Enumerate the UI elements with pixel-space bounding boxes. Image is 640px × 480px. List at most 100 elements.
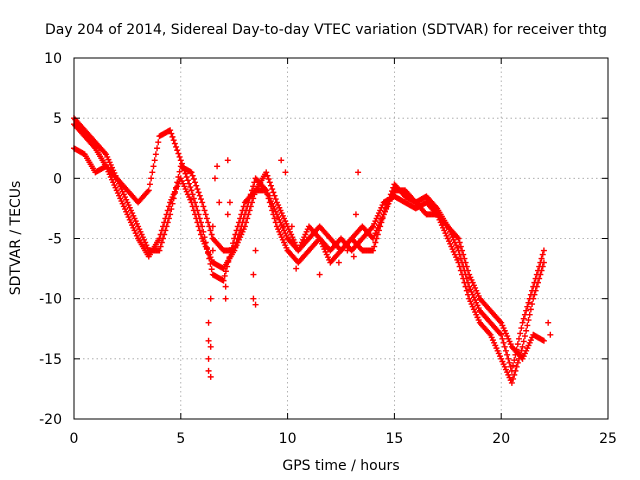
data-point-interp: [462, 283, 469, 290]
data-point-interp: [524, 322, 531, 329]
data-point-interp: [464, 267, 471, 274]
data-point-interp: [170, 137, 177, 144]
data-point: [519, 319, 526, 326]
data-point: [205, 319, 212, 326]
x-axis-label: GPS time / hours: [282, 458, 399, 474]
data-point: [226, 199, 233, 206]
data-point-interp: [150, 163, 157, 170]
data-point-interp: [521, 333, 528, 340]
data-point-interp: [385, 198, 392, 205]
data-point-interp: [379, 215, 386, 222]
data-point-interp: [164, 207, 171, 214]
y-tick-label: -20: [39, 412, 62, 428]
data-point-interp: [190, 176, 197, 183]
data-point-interp: [464, 291, 471, 298]
y-axis-label: SDTVAR / TECUs: [8, 181, 24, 296]
data-point-interp: [158, 227, 165, 234]
data-point-interp: [267, 182, 274, 189]
data-point-interp: [272, 219, 279, 226]
data-point-interp: [523, 307, 530, 314]
data-point: [540, 247, 547, 254]
data-point: [455, 259, 462, 266]
data-point-interp: [157, 243, 164, 250]
data-point-interp: [387, 191, 394, 198]
data-point-interp: [192, 179, 199, 186]
data-point: [226, 247, 233, 254]
data-point: [156, 247, 163, 254]
data-point-interp: [206, 255, 213, 262]
data-point-interp: [189, 191, 196, 198]
data-point-interp: [152, 151, 159, 158]
data-point-interp: [511, 371, 518, 378]
data-point-interp: [173, 143, 180, 150]
data-point-interp: [149, 169, 156, 176]
data-point-interp: [381, 208, 388, 215]
data-point-interp: [196, 192, 203, 199]
data-point-interp: [526, 311, 533, 318]
data-point: [282, 169, 289, 176]
data-point-interp: [504, 351, 511, 358]
data-point-interp: [269, 186, 276, 193]
data-point-interp: [539, 263, 546, 270]
y-tick-label: 10: [44, 51, 62, 67]
data-point: [167, 127, 174, 134]
data-point: [188, 187, 195, 194]
data-point: [231, 235, 238, 242]
data-point-interp: [460, 275, 467, 282]
data-point-interp: [195, 211, 202, 218]
data-point-interp: [459, 271, 466, 278]
data-point-interp: [272, 196, 279, 203]
data-point-interp: [264, 191, 271, 198]
data-point-interp: [536, 275, 543, 282]
data-point-interp: [186, 180, 193, 187]
data-point-interp: [514, 359, 521, 366]
data-point-interp: [182, 170, 189, 177]
data-point-interp: [502, 347, 509, 354]
data-point-interp: [264, 172, 271, 179]
x-tick-label: 0: [70, 431, 79, 447]
data-point-interp: [378, 219, 385, 226]
data-point: [355, 169, 362, 176]
data-point: [508, 379, 515, 386]
data-point-interp: [250, 183, 257, 190]
data-point-interp: [266, 179, 273, 186]
data-point: [316, 271, 323, 278]
data-point: [455, 235, 462, 242]
data-point-interp: [201, 207, 208, 214]
data-point-interp: [525, 317, 532, 324]
data-point-interp: [456, 239, 463, 246]
data-point-interp: [222, 268, 229, 275]
data-point-interp: [190, 195, 197, 202]
series-track-c: [71, 127, 547, 362]
data-point-interp: [239, 207, 246, 214]
data-point-interp: [269, 207, 276, 214]
data-point-interp: [171, 140, 178, 147]
data-point-interp: [461, 255, 468, 262]
data-point-interp: [460, 251, 467, 258]
x-tick-label: 15: [385, 431, 403, 447]
data-point-interp: [383, 204, 390, 211]
data-point-interp: [238, 211, 245, 218]
data-point-interp: [208, 266, 215, 273]
data-point: [540, 337, 547, 344]
data-points: [71, 115, 554, 386]
data-point-interp: [539, 251, 546, 258]
data-point: [222, 283, 229, 290]
data-point-interp: [525, 299, 532, 306]
data-point-interp: [196, 227, 203, 234]
data-point-interp: [514, 341, 521, 348]
data-point: [216, 199, 223, 206]
data-point-interp: [270, 211, 277, 218]
y-tick-label: -15: [39, 352, 62, 368]
data-point-interp: [501, 343, 508, 350]
data-point-interp: [510, 362, 517, 369]
data-point: [252, 247, 259, 254]
data-point-interp: [175, 150, 182, 157]
data-point-interp: [389, 188, 396, 195]
data-point-interp: [459, 247, 466, 254]
data-point-interp: [230, 240, 237, 247]
data-point: [205, 367, 212, 374]
data-point-interp: [181, 167, 188, 174]
data-point-interp: [193, 203, 200, 210]
